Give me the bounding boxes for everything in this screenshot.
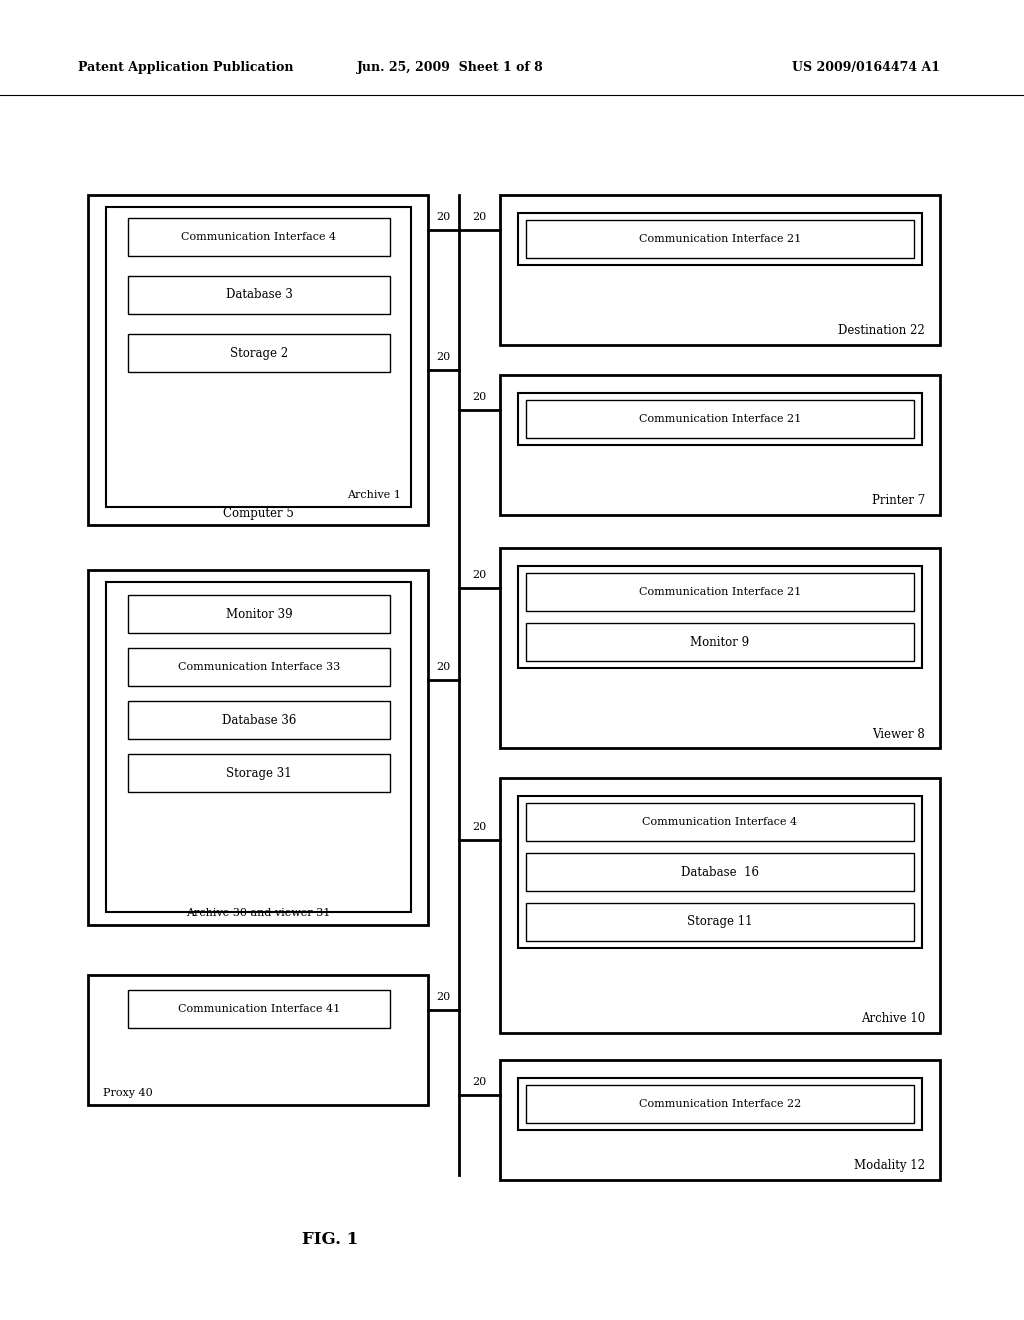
Text: Archive 10: Archive 10: [861, 1012, 925, 1026]
Bar: [128, 754, 390, 792]
Text: Viewer 8: Viewer 8: [872, 727, 925, 741]
Text: 20: 20: [436, 663, 451, 672]
Text: Modality 12: Modality 12: [854, 1159, 925, 1172]
Text: US 2009/0164474 A1: US 2009/0164474 A1: [792, 62, 940, 74]
Bar: [526, 220, 914, 257]
Bar: [500, 375, 940, 515]
Bar: [518, 1078, 922, 1130]
Bar: [88, 975, 428, 1105]
Text: Archive 30 and viewer 31: Archive 30 and viewer 31: [185, 908, 330, 917]
Text: Archive 1: Archive 1: [347, 490, 401, 500]
Bar: [526, 803, 914, 841]
Bar: [518, 393, 922, 445]
Text: Database 36: Database 36: [222, 714, 296, 726]
Text: Database 3: Database 3: [225, 289, 293, 301]
Bar: [518, 566, 922, 668]
Bar: [526, 623, 914, 661]
Text: 20: 20: [472, 570, 486, 579]
Text: Communication Interface 33: Communication Interface 33: [178, 663, 340, 672]
Bar: [88, 195, 428, 525]
Text: Communication Interface 4: Communication Interface 4: [181, 232, 337, 242]
Text: 20: 20: [436, 352, 451, 362]
Text: Patent Application Publication: Patent Application Publication: [78, 62, 294, 74]
Text: Computer 5: Computer 5: [222, 507, 294, 520]
Bar: [128, 334, 390, 372]
Bar: [128, 701, 390, 739]
Text: 20: 20: [436, 213, 451, 222]
Text: 20: 20: [472, 1077, 486, 1086]
Bar: [106, 582, 411, 912]
Bar: [128, 218, 390, 256]
Text: Communication Interface 4: Communication Interface 4: [642, 817, 798, 828]
Bar: [500, 195, 940, 345]
Bar: [128, 276, 390, 314]
Bar: [500, 1060, 940, 1180]
Text: Database  16: Database 16: [681, 866, 759, 879]
Text: Storage 11: Storage 11: [687, 916, 753, 928]
Text: Jun. 25, 2009  Sheet 1 of 8: Jun. 25, 2009 Sheet 1 of 8: [356, 62, 544, 74]
Text: Monitor 39: Monitor 39: [225, 607, 292, 620]
Bar: [88, 570, 428, 925]
Bar: [518, 213, 922, 265]
Text: Storage 31: Storage 31: [226, 767, 292, 780]
Bar: [526, 400, 914, 438]
Bar: [526, 853, 914, 891]
Text: Destination 22: Destination 22: [839, 325, 925, 338]
Bar: [128, 990, 390, 1028]
Bar: [526, 573, 914, 611]
Text: Communication Interface 41: Communication Interface 41: [178, 1005, 340, 1014]
Text: Storage 2: Storage 2: [230, 346, 288, 359]
Bar: [500, 777, 940, 1034]
Bar: [526, 903, 914, 941]
Text: 20: 20: [472, 392, 486, 403]
Text: 20: 20: [472, 213, 486, 222]
Bar: [500, 548, 940, 748]
Text: Printer 7: Printer 7: [871, 495, 925, 507]
Bar: [128, 648, 390, 686]
Text: 20: 20: [472, 822, 486, 832]
Text: Proxy 40: Proxy 40: [103, 1088, 153, 1098]
Text: 20: 20: [436, 993, 451, 1002]
Bar: [106, 207, 411, 507]
Bar: [526, 1085, 914, 1123]
Text: Monitor 9: Monitor 9: [690, 635, 750, 648]
Text: Communication Interface 21: Communication Interface 21: [639, 414, 801, 424]
Text: Communication Interface 22: Communication Interface 22: [639, 1100, 801, 1109]
Text: Communication Interface 21: Communication Interface 21: [639, 587, 801, 597]
Text: FIG. 1: FIG. 1: [302, 1232, 358, 1249]
Text: Communication Interface 21: Communication Interface 21: [639, 234, 801, 244]
Bar: [128, 595, 390, 634]
Bar: [518, 796, 922, 948]
